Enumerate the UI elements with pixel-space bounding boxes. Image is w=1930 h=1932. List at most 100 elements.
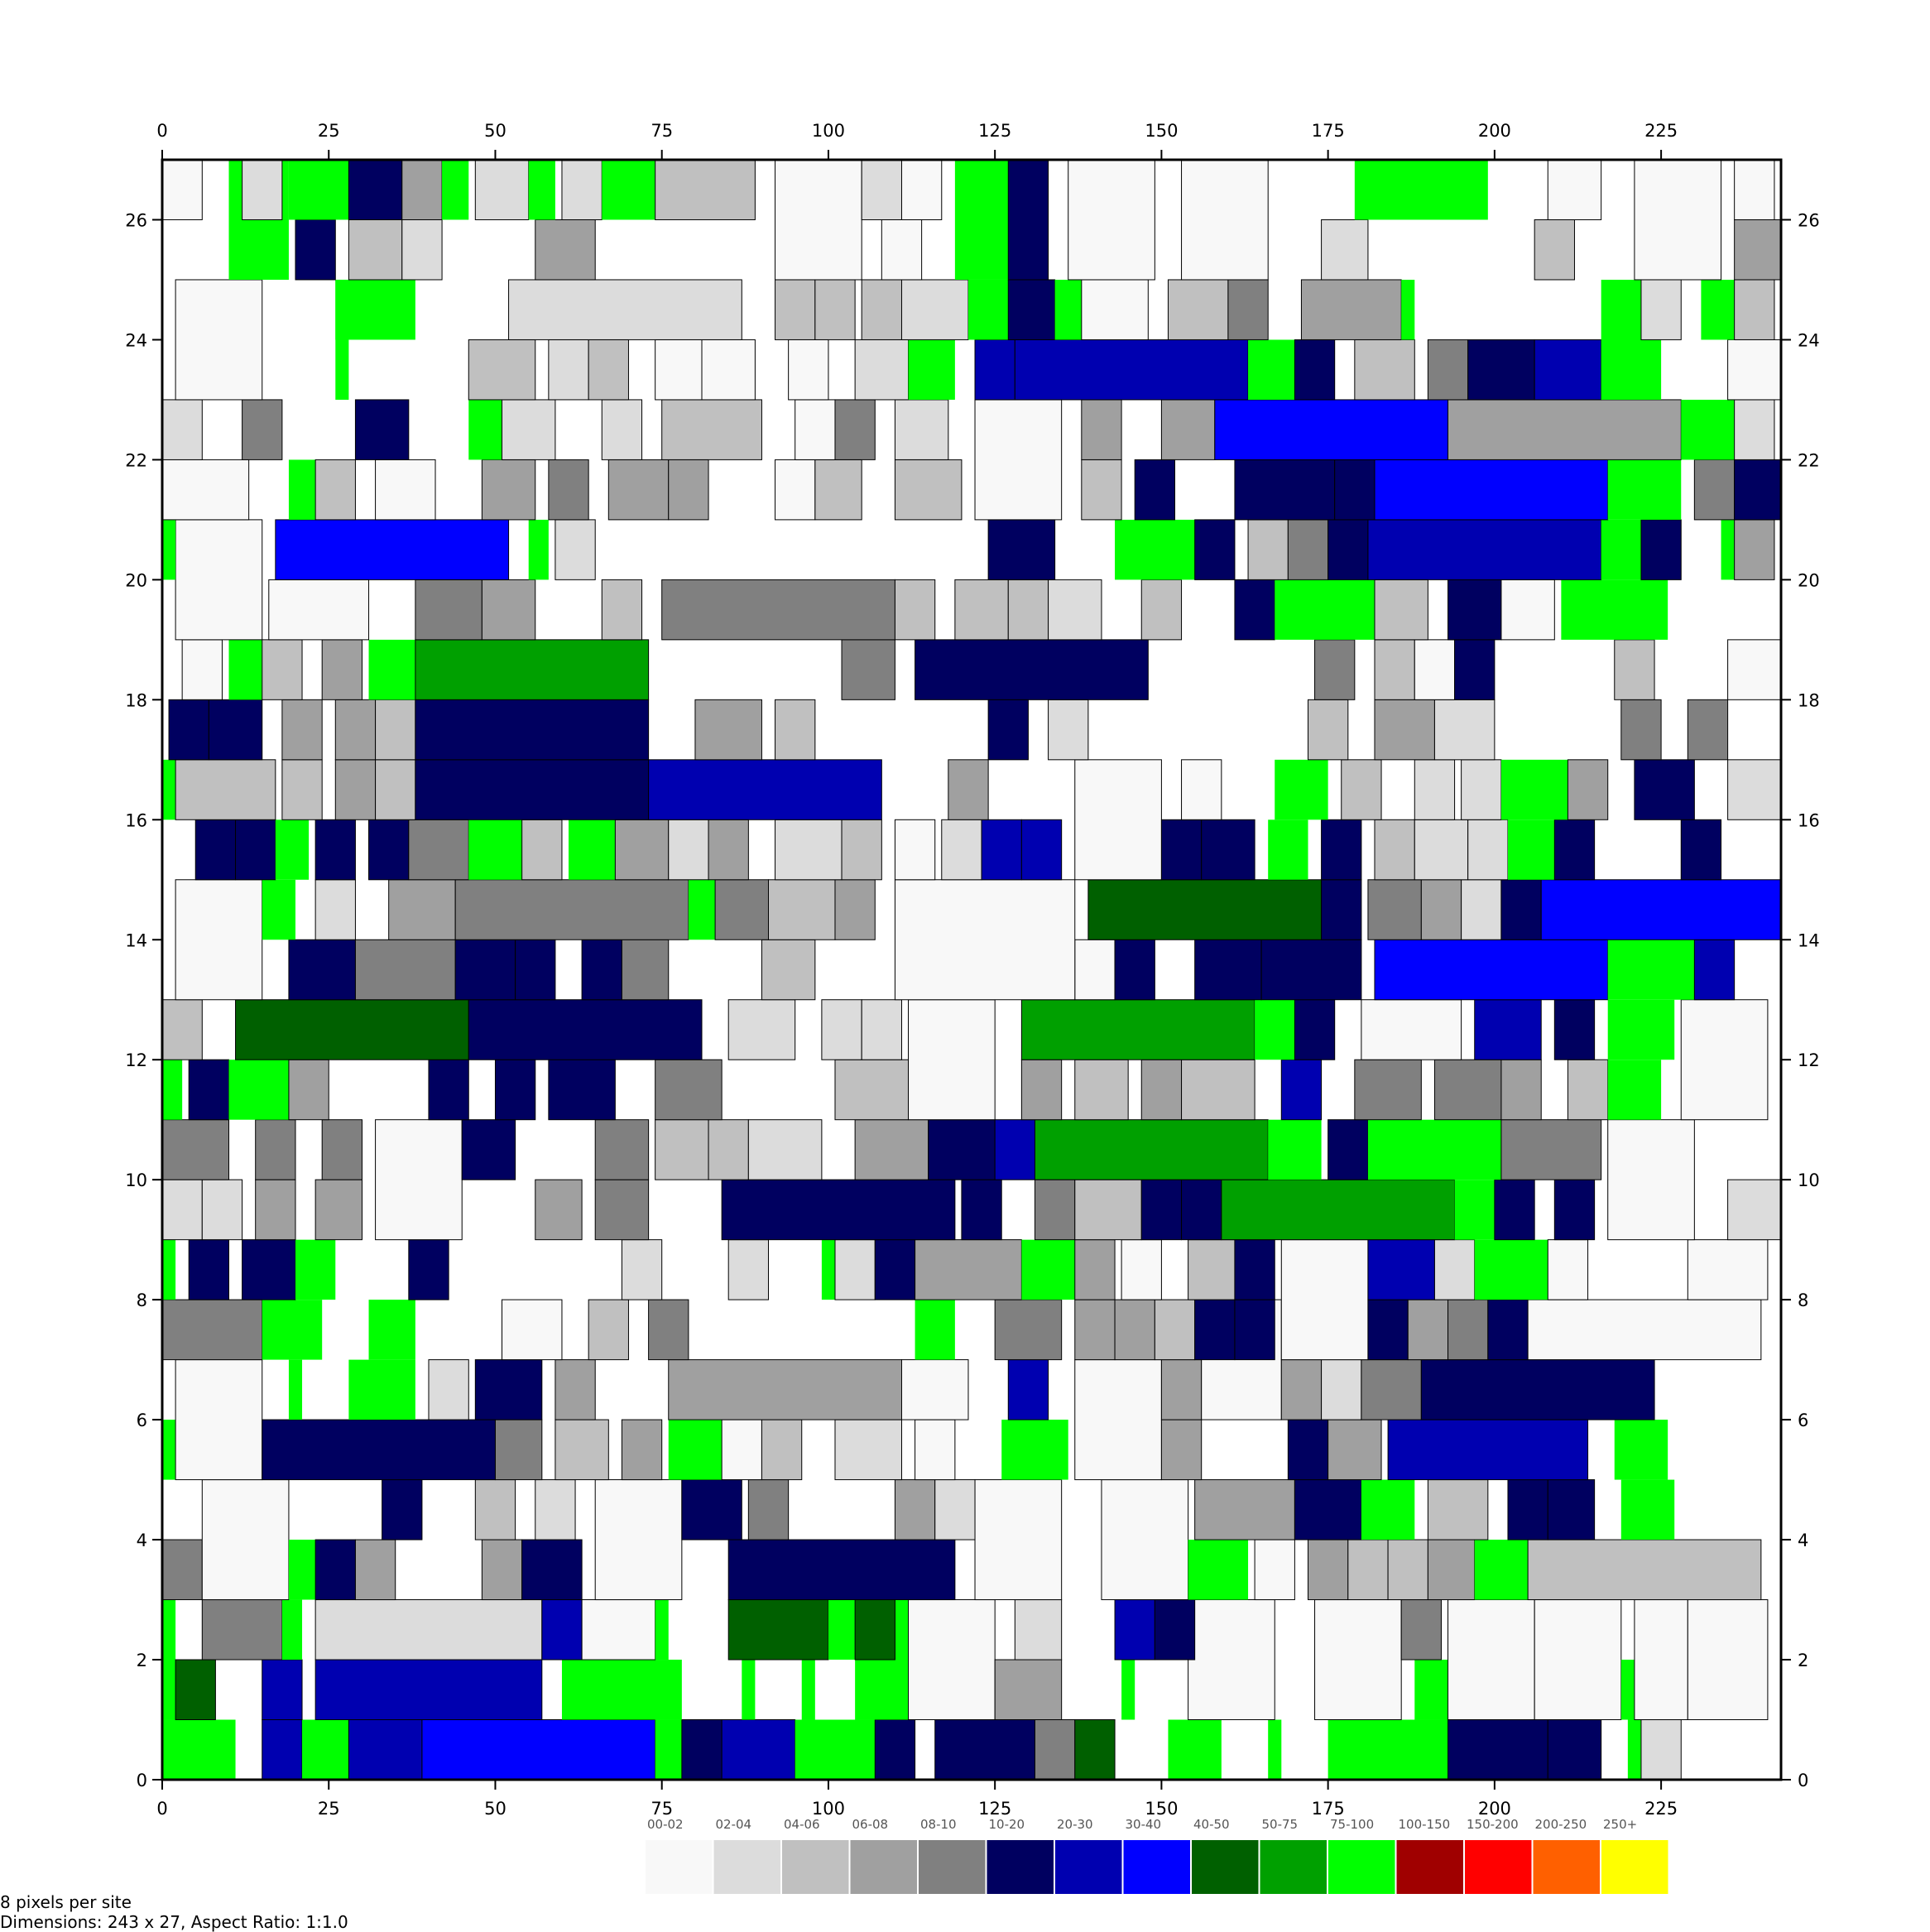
site-cell [515, 939, 556, 1001]
site-cell [235, 819, 276, 881]
site-cell [1068, 159, 1155, 281]
site-cell [368, 1300, 415, 1360]
site-cell [1114, 1299, 1155, 1361]
site-cell [1721, 519, 1735, 580]
site-cell [1115, 519, 1195, 580]
site-cell [742, 1660, 756, 1720]
y-tick-label-right: 12 [1798, 1050, 1820, 1070]
site-cell [915, 1300, 955, 1360]
y-tick-label-left: 10 [125, 1170, 147, 1190]
site-cell [621, 1419, 663, 1481]
site-cell [1433, 1059, 1502, 1121]
site-cell [162, 1239, 176, 1300]
site-cell [454, 879, 689, 940]
site-cell [242, 399, 283, 460]
y-tick-label-right: 22 [1798, 450, 1820, 470]
site-cell [1474, 1540, 1529, 1600]
site-cell [1727, 639, 1782, 700]
x-tick-label-top: 50 [484, 121, 507, 141]
site-cell [1614, 1420, 1668, 1480]
site-cell [508, 279, 742, 340]
site-cell [775, 159, 862, 281]
site-cell [775, 279, 816, 340]
site-cell [348, 219, 403, 281]
site-cell [934, 1719, 1035, 1781]
site-cell [1607, 459, 1682, 520]
site-cell [1634, 159, 1722, 281]
site-cell [981, 819, 1022, 881]
site-cell [1168, 1719, 1222, 1780]
site-cell [948, 759, 989, 820]
site-cell [1255, 999, 1295, 1060]
y-tick-label-left: 24 [125, 330, 147, 350]
legend-label: 20-30 [1057, 1817, 1093, 1832]
site-cell [1275, 759, 1328, 820]
legend-swatch [850, 1840, 917, 1894]
x-tick-label-bottom: 150 [1145, 1799, 1178, 1819]
y-tick-label-left: 6 [137, 1411, 147, 1430]
site-cell [474, 159, 530, 220]
site-cell [1693, 459, 1736, 521]
site-cell [375, 1119, 463, 1241]
site-cell [314, 819, 356, 881]
site-cell [1114, 939, 1155, 1001]
site-cell [987, 699, 1029, 761]
site-cell [874, 1719, 916, 1781]
site-cell [295, 219, 336, 281]
legend: 00-02 02-04 04-06 06-08 08-10 10-20 20-30 30-40… [646, 1817, 1668, 1894]
site-cell [548, 339, 589, 401]
site-cell [1374, 699, 1435, 761]
site-cell [795, 399, 836, 460]
site-cell [900, 279, 969, 340]
site-cell [561, 1660, 682, 1720]
site-cell [555, 519, 596, 580]
site-cell [1367, 1299, 1409, 1361]
site-cell [1287, 519, 1329, 580]
site-cell [228, 639, 262, 700]
site-cell [161, 159, 203, 220]
site-cell [161, 399, 203, 460]
site-cell [161, 1299, 263, 1361]
site-cell [1294, 999, 1336, 1060]
site-cell [535, 219, 596, 281]
site-cell [442, 160, 469, 220]
site-cell [175, 279, 263, 401]
site-cell [874, 1239, 916, 1300]
site-cell [415, 639, 650, 700]
site-cell [481, 579, 536, 641]
site-cell [481, 459, 536, 521]
site-cell [1734, 279, 1775, 340]
site-cell [1007, 579, 1049, 641]
y-tick-label-right: 6 [1798, 1411, 1808, 1430]
site-cell [1021, 1239, 1075, 1300]
site-cell [368, 819, 410, 881]
legend-label: 00-02 [647, 1817, 684, 1832]
site-cell [1387, 1539, 1428, 1601]
site-cell [1420, 1359, 1655, 1420]
site-cell [668, 1420, 723, 1480]
site-cell [1567, 759, 1609, 820]
site-cell [834, 879, 876, 940]
site-cell [900, 159, 943, 220]
site-cell [767, 879, 836, 940]
site-cell [1268, 819, 1308, 880]
site-cell [1734, 399, 1775, 460]
site-cell [1620, 1479, 1675, 1540]
site-cell [1048, 579, 1102, 641]
site-cell [188, 1059, 229, 1121]
site-cell [1020, 999, 1255, 1060]
y-tick-label-right: 0 [1798, 1771, 1808, 1790]
site-cell [834, 399, 876, 460]
site-cell [1561, 579, 1668, 640]
site-cell [175, 519, 263, 641]
site-cell [314, 1179, 362, 1241]
y-tick-label-left: 20 [125, 570, 147, 590]
site-cell [1634, 1599, 1688, 1721]
site-cell [1374, 639, 1415, 700]
legend-label: 250+ [1603, 1817, 1637, 1832]
site-cell [1567, 1059, 1609, 1121]
y-tick-label-right: 14 [1798, 930, 1820, 950]
site-cell [1500, 759, 1568, 820]
y-tick-label-right: 18 [1798, 690, 1820, 710]
site-cell [801, 1660, 815, 1720]
